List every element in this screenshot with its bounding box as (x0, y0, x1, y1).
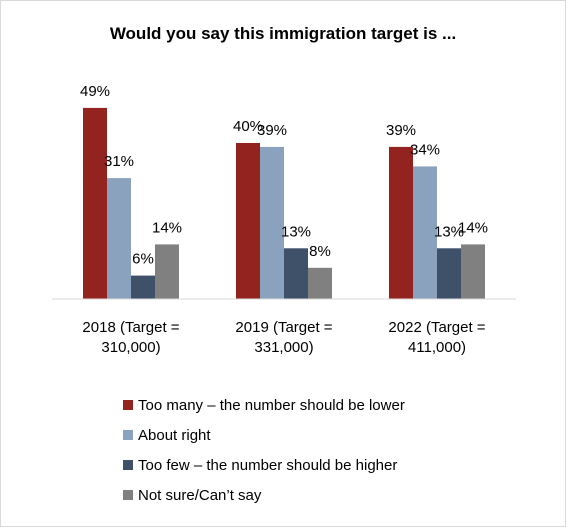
legend-label-1: Too many – the number should be lower (138, 397, 405, 414)
category-labels: 2018 (Target = 310,000) 2019 (Target = 331,… (82, 319, 485, 356)
bar-2-3 (284, 248, 308, 299)
legend-label-2: About right (138, 427, 211, 444)
bar-3-1 (389, 146, 413, 299)
category-label-1-line-2: 310,000) (101, 339, 160, 356)
data-label-2-4: 8% (309, 243, 331, 260)
data-label-1-3: 6% (132, 251, 154, 268)
data-labels: 49%31%6%14%40%39%13%8%39%34%13%14% (80, 83, 488, 268)
category-label-2-line-2: 331,000) (254, 339, 313, 356)
legend-swatch-1 (123, 400, 133, 410)
legend-swatch-4 (123, 490, 133, 500)
bar-1-4 (155, 244, 179, 299)
bar-3-4 (461, 244, 485, 299)
category-label-1-line-1: 2018 (Target = (82, 319, 179, 336)
legend-swatch-3 (123, 460, 133, 470)
chart-title: Would you say this immigration target is… (110, 24, 456, 43)
legend-swatch-2 (123, 430, 133, 440)
data-label-2-1: 40% (233, 118, 263, 135)
data-label-1-1: 49% (80, 83, 110, 100)
data-label-3-4: 14% (458, 219, 488, 236)
data-label-2-2: 39% (257, 122, 287, 139)
data-label-3-2: 34% (410, 141, 440, 158)
bar-3-3 (437, 248, 461, 299)
legend-label-4: Not sure/Can’t say (138, 487, 262, 504)
bar-1-3 (131, 275, 155, 299)
bar-1-1 (83, 107, 107, 300)
legend: Too many – the number should be lower Abo… (123, 397, 405, 504)
data-label-3-3: 13% (434, 223, 464, 240)
bar-1-2 (107, 178, 131, 299)
bar-2-4 (308, 267, 332, 299)
data-label-2-3: 13% (281, 223, 311, 240)
category-label-3-line-2: 411,000) (408, 339, 466, 356)
data-label-1-2: 31% (104, 153, 134, 170)
data-label-3-1: 39% (386, 122, 416, 139)
bars (83, 107, 485, 300)
bar-2-1 (236, 143, 260, 299)
category-label-2-line-1: 2019 (Target = (235, 319, 332, 336)
category-label-3-line-1: 2022 (Target = (388, 319, 485, 336)
legend-label-3: Too few – the number should be higher (138, 457, 397, 474)
bar-2-2 (260, 146, 284, 299)
bar-3-2 (413, 166, 437, 299)
data-label-1-4: 14% (152, 219, 182, 236)
